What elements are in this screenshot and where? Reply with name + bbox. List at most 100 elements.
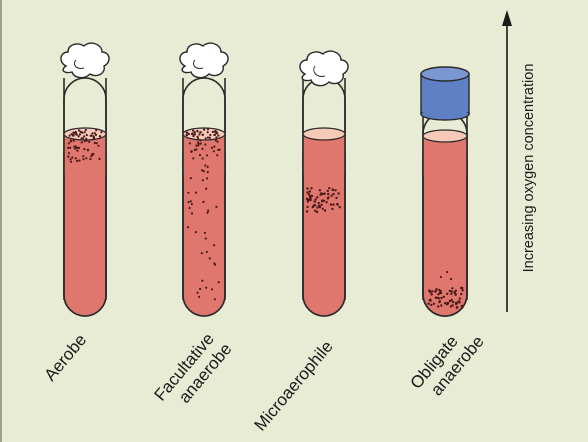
colony-dot [428,289,431,292]
colony-dot [100,131,103,134]
colony-dot [187,133,190,136]
colony-dot [205,154,209,157]
colony-dot [89,158,92,161]
colony-dot [77,135,80,138]
colony-dot [196,135,199,138]
tube-medium-top [303,134,345,174]
colony-dot [213,130,216,133]
colony-dot [71,156,74,159]
colony-dot [196,141,199,144]
colony-dot [320,203,323,206]
colony-dot [212,150,215,153]
colony-dot [195,144,198,147]
colony-dot [434,290,437,293]
colony-dot [92,136,96,139]
colony-dot [450,290,453,293]
cap-top [420,66,470,82]
colony-dot [310,187,313,190]
colony-dot [318,189,322,192]
colony-dot [194,191,197,194]
colony-dot [444,302,447,305]
colony-dot [306,191,309,194]
colony-dot [85,133,88,137]
colony-dot [80,141,83,144]
colony-dot [83,140,86,143]
colony-dot [69,158,72,161]
colony-dot [75,133,78,136]
colony-dot [205,187,208,190]
colony-dot [76,159,79,163]
cotton-plug [60,42,110,79]
colony-dot [315,210,319,214]
colony-dot [201,279,204,282]
colony-dot [190,203,193,206]
colony-dot [88,140,91,143]
colony-dot [327,192,330,196]
colony-dot [199,131,202,134]
colony-dot [210,146,213,149]
colony-dot [69,146,72,149]
tube-medium-top [183,134,225,174]
colony-dot [69,160,73,163]
colony-dot [442,295,446,298]
colony-dot [216,140,219,143]
colony-dot [454,302,458,306]
colony-dot [78,133,81,136]
colony-dot [85,157,88,160]
colony-dot [308,198,312,202]
colony-dot [334,189,337,192]
colony-dot [198,154,202,157]
colony-dot [323,192,326,195]
colony-dot [446,301,449,305]
colony-dot [83,135,86,138]
colony-dot [318,205,322,209]
colony-dot [201,179,204,182]
colony-dot [85,139,88,142]
colony-dot [335,196,338,200]
colony-dot [206,171,209,174]
colony-dot [208,257,211,260]
colony-dot [448,289,451,293]
tube-medium-top [423,136,467,176]
colony-dot [213,244,216,247]
medium-surface [302,127,346,141]
colony-dot [91,153,94,156]
colony-dot [445,270,449,274]
colony-dot [319,193,322,196]
colony-dot [82,155,85,158]
colony-dot [74,157,77,160]
colony-dot [204,137,207,140]
colony-dot [213,298,216,301]
colony-dot [206,136,210,139]
colony-dot [314,198,317,201]
colony-dot [93,132,96,135]
colony-dot [218,148,221,151]
colony-dot [188,206,191,210]
colony-dot [74,131,77,134]
colony-dot [306,187,309,190]
colony-dot [83,148,86,151]
colony-dot [196,291,199,294]
colony-dot [438,291,442,295]
colony-dot [451,304,454,307]
colony-dot [78,159,81,162]
colony-dot [74,147,77,150]
colony-dot [190,150,193,153]
colony-dot [458,297,461,300]
colony-dot [201,133,204,136]
cotton-plug [299,50,349,87]
colony-dot [217,281,220,284]
colony-dot [199,142,202,145]
tube-microaerophile [299,50,349,317]
cotton-fold [192,59,204,69]
colony-dot [194,231,197,234]
colony-dot [438,288,441,292]
colony-dot [69,140,72,143]
tube-aerobe [60,42,110,317]
colony-dot [192,129,195,132]
colony-dot [77,146,81,149]
colony-dot [199,139,202,142]
colony-dot [76,146,79,149]
tube-obligate-anaerobe [420,66,470,317]
growth-dots [427,270,464,309]
